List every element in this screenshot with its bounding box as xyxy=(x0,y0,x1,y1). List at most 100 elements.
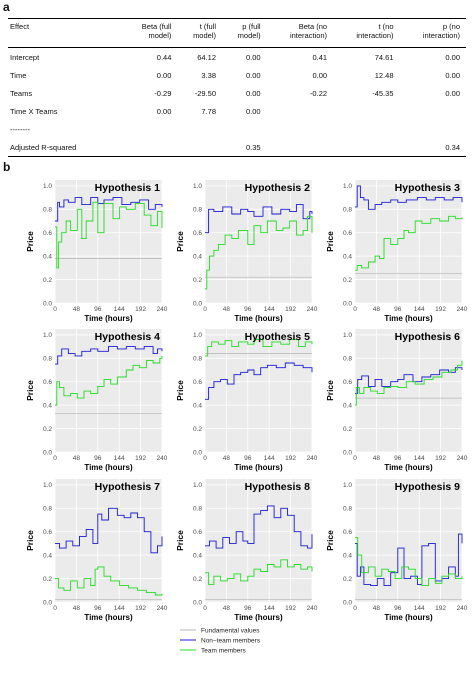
x-tick-label: 144 xyxy=(114,455,125,462)
y-tick-label: 1.0 xyxy=(343,482,352,489)
table-header-cell: Beta (no interaction) xyxy=(267,19,333,48)
y-tick-label: 0.2 xyxy=(43,277,52,284)
x-tick-label: 144 xyxy=(114,605,125,612)
series-line xyxy=(205,204,313,234)
table-header-cell: t (no interaction) xyxy=(333,19,399,48)
table-header-cell: Effect xyxy=(8,19,123,48)
series-line xyxy=(55,201,163,269)
plot-panel xyxy=(355,479,462,602)
x-tick-label: 240 xyxy=(157,605,168,612)
chart-hypothesis-5: 0.0 0.2 0.4 0.6 0.8 1.0 0 48 96 144 192 240 Hypothes… xyxy=(175,329,318,472)
x-tick-label: 144 xyxy=(264,306,275,313)
table-cell xyxy=(333,102,399,120)
table-cell: 7.78 xyxy=(201,106,216,116)
legend-label: Team members xyxy=(201,647,247,654)
x-axis-label: Time (hours) xyxy=(234,613,283,622)
x-tick-label: 144 xyxy=(414,605,425,612)
panel-b-label: b xyxy=(3,160,11,174)
y-tick-label: 0.0 xyxy=(43,300,52,307)
table-cell xyxy=(123,138,178,157)
table-header-text: Effect xyxy=(10,22,30,31)
x-tick-label: 240 xyxy=(307,605,318,612)
series-line xyxy=(205,215,313,290)
table-header-text: p (full xyxy=(242,22,261,31)
y-tick-label: 0.0 xyxy=(43,599,52,606)
y-tick-label: 1.0 xyxy=(343,332,352,339)
x-tick-label: 96 xyxy=(244,605,252,612)
y-tick-label: 0.2 xyxy=(43,426,52,433)
y-tick-label: 0.4 xyxy=(43,402,52,409)
table-header-text: p (no xyxy=(442,22,460,31)
y-tick-label: 0.0 xyxy=(193,449,202,456)
y-tick-label: 0.8 xyxy=(193,356,202,363)
y-tick-label: 0.6 xyxy=(43,230,52,237)
series-line xyxy=(205,362,313,400)
y-tick-label: 0.6 xyxy=(193,529,202,536)
chart-title: Hypothesis 3 xyxy=(395,182,461,194)
chart-title: Hypothesis 1 xyxy=(95,182,161,194)
x-tick-label: 144 xyxy=(114,306,125,313)
x-tick-label: 240 xyxy=(157,306,168,313)
chart-title: Hypothesis 2 xyxy=(245,182,311,194)
table-header-text: interaction) xyxy=(422,31,460,40)
table-cell xyxy=(267,138,333,157)
y-axis-label: Price xyxy=(175,380,185,401)
x-tick-label: 96 xyxy=(244,306,252,313)
series-line xyxy=(355,360,463,406)
x-tick-label: 96 xyxy=(394,306,402,313)
series-line xyxy=(355,537,463,587)
series-line xyxy=(55,566,163,596)
chart-hypothesis-2: 0.0 0.2 0.4 0.6 0.8 1.0 0 48 96 144 192 240 Hypothes… xyxy=(175,180,318,323)
table-cell: -0.22 xyxy=(309,88,328,98)
hypothesis-charts: 0.0 0.2 0.4 0.6 0.8 1.0 0 48 96 144 192 240 Hypothes… xyxy=(25,180,468,654)
x-tick-label: 192 xyxy=(135,605,146,612)
table-header-cell: p (full model) xyxy=(222,19,267,48)
x-tick-label: 48 xyxy=(373,455,381,462)
table-row: Time X Teams 0.00 7.78 0.00 xyxy=(8,102,466,120)
y-tick-label: 0.2 xyxy=(343,277,352,284)
table-cell: 0.41 xyxy=(312,52,328,62)
x-tick-label: 240 xyxy=(457,605,468,612)
x-tick-label: 192 xyxy=(135,455,146,462)
x-tick-label: 192 xyxy=(285,306,296,313)
table-cell: 0.00 xyxy=(312,70,328,80)
table-header-text: interaction) xyxy=(356,31,394,40)
table-cell xyxy=(222,120,267,138)
table-header-text: model) xyxy=(148,31,172,40)
table-cell: -0.29 xyxy=(154,88,172,98)
y-tick-label: 0.2 xyxy=(343,426,352,433)
plot-panel xyxy=(205,180,312,303)
panel-a-label: a xyxy=(3,0,10,14)
y-tick-label: 1.0 xyxy=(43,332,52,339)
table-header-cell: Beta (full model) xyxy=(123,19,178,48)
series-line xyxy=(205,339,313,357)
y-axis-label: Price xyxy=(25,231,35,252)
table-header-cell: p (no interaction) xyxy=(400,19,467,48)
table-cell: 3.38 xyxy=(201,70,216,80)
y-tick-label: 0.6 xyxy=(343,379,352,386)
y-tick-label: 0.8 xyxy=(43,356,52,363)
y-tick-label: 0.8 xyxy=(43,207,52,214)
series-line xyxy=(355,367,463,394)
x-tick-label: 48 xyxy=(73,306,81,313)
y-tick-label: 0.0 xyxy=(343,449,352,456)
table-cell xyxy=(333,120,399,138)
table-row: Time 0.00 3.38 0.00 0.00 12.48 0.00 xyxy=(8,66,466,84)
chart-hypothesis-8: 0.0 0.2 0.4 0.6 0.8 1.0 0 48 96 144 192 240 Hypothes… xyxy=(175,479,318,622)
table-cell: Time xyxy=(10,70,27,80)
y-tick-label: 1.0 xyxy=(193,183,202,190)
series-line xyxy=(55,507,163,554)
table-header-cell: t (full model) xyxy=(177,19,222,48)
x-tick-label: 96 xyxy=(94,605,102,612)
x-tick-label: 192 xyxy=(435,455,446,462)
chart-title: Hypothesis 8 xyxy=(245,481,311,493)
x-tick-label: 48 xyxy=(73,455,81,462)
x-tick-label: 192 xyxy=(285,605,296,612)
x-tick-label: 240 xyxy=(457,455,468,462)
x-tick-label: 48 xyxy=(223,455,231,462)
y-tick-label: 0.6 xyxy=(43,529,52,536)
x-tick-label: 48 xyxy=(223,306,231,313)
y-tick-label: 0.4 xyxy=(343,552,352,559)
plot-panel xyxy=(355,329,462,452)
y-tick-label: 1.0 xyxy=(43,183,52,190)
